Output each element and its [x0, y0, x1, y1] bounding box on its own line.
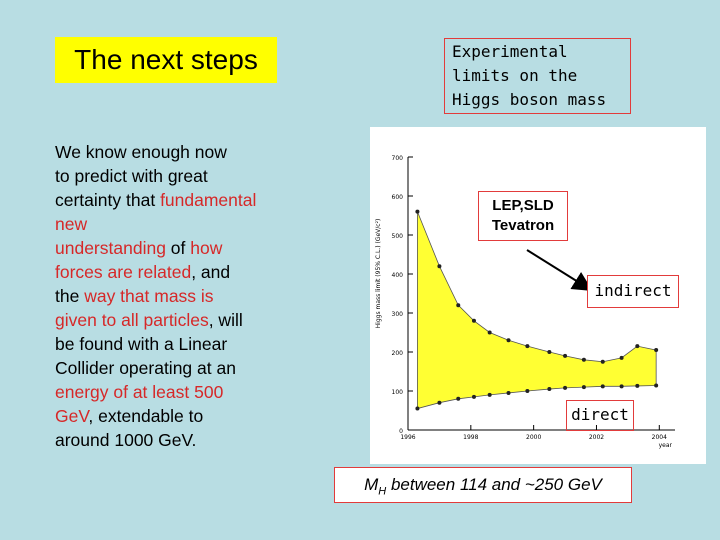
body-text-segment: We know enough now: [55, 142, 227, 162]
highlight-text: fundamental: [160, 190, 257, 210]
indirect-point: [600, 359, 605, 364]
body-paragraph: We know enough now to predict with great c…: [55, 140, 290, 452]
caption-line: Experimental: [452, 42, 568, 61]
highlight-text: given to all particles: [55, 310, 209, 330]
experimental-limits-caption: Experimental limits on the Higgs boson m…: [444, 38, 631, 114]
body-text-segment: certainty that: [55, 190, 161, 210]
direct-label: direct: [566, 400, 634, 431]
y-tick-label: 700: [392, 155, 404, 162]
direct-point: [487, 392, 492, 397]
direct-point: [471, 394, 476, 399]
indirect-point: [487, 330, 492, 335]
indirect-point: [547, 350, 552, 354]
direct-point: [415, 406, 420, 411]
y-tick-label: 400: [392, 272, 404, 279]
body-text-segment: around 1000 GeV.: [55, 430, 197, 450]
x-axis-label: year: [659, 442, 673, 449]
body-line: around 1000 GeV.: [55, 428, 290, 452]
x-tick-label: 1996: [400, 434, 415, 441]
body-text-segment: Collider operating at an: [55, 358, 236, 378]
mh-suffix: between 114 and ~250 GeV: [386, 475, 602, 494]
body-text-segment: , will: [208, 310, 243, 330]
indirect-point: [581, 357, 586, 362]
body-line: certainty that fundamental: [55, 188, 290, 212]
direct-point: [456, 396, 461, 401]
body-line: be found with a Linear: [55, 332, 290, 356]
body-line: new: [55, 212, 290, 236]
y-tick-label: 600: [392, 194, 404, 201]
y-tick-label: 300: [392, 311, 404, 318]
body-line: forces are related, and: [55, 260, 290, 284]
lep-label-line: Tevatron: [491, 217, 555, 234]
body-line: understanding of how: [55, 236, 290, 260]
indirect-point: [525, 344, 530, 349]
caption-line: Higgs boson mass: [452, 90, 607, 109]
indirect-point: [654, 348, 659, 353]
y-tick-label: 200: [392, 350, 404, 357]
body-line: energy of at least 500: [55, 380, 290, 404]
body-line: GeV, extendable to: [55, 404, 290, 428]
x-tick-label: 1998: [463, 434, 478, 441]
indirect-point: [456, 303, 461, 308]
direct-point: [506, 390, 511, 395]
direct-point: [437, 400, 442, 405]
body-text-segment: to predict with great: [55, 166, 208, 186]
body-text-segment: , extendable to: [88, 406, 204, 426]
direct-point: [525, 389, 530, 393]
arrow-to-indirect: [526, 249, 593, 292]
x-tick-label: 2000: [526, 434, 541, 441]
body-line: to predict with great: [55, 164, 290, 188]
caption-line: limits on the: [452, 66, 578, 85]
direct-point: [654, 383, 659, 388]
indirect-point: [563, 353, 568, 358]
highlight-text: way that mass is: [84, 286, 214, 306]
indirect-point: [471, 318, 476, 323]
mh-prefix: M: [364, 475, 379, 494]
body-text-segment: , and: [191, 262, 231, 282]
y-tick-label: 500: [392, 233, 404, 240]
direct-point: [547, 387, 552, 392]
indirect-label: indirect: [587, 275, 679, 308]
body-text-segment: of: [165, 238, 191, 258]
body-line: given to all particles, will: [55, 308, 290, 332]
body-line: Collider operating at an: [55, 356, 290, 380]
mass-range-caption: MH between 114 and ~250 GeV: [334, 467, 632, 503]
indirect-point: [635, 344, 640, 349]
direct-point: [581, 385, 586, 390]
highlight-text: forces are related: [55, 262, 192, 282]
highlight-text: GeV: [55, 406, 89, 426]
indirect-point: [619, 355, 624, 360]
direct-point: [600, 384, 605, 389]
body-text-segment: the: [55, 286, 85, 306]
slide-title: The next steps: [55, 37, 277, 83]
direct-point: [635, 383, 640, 388]
indirect-point: [415, 209, 420, 214]
direct-point: [563, 385, 568, 390]
highlight-text: energy of at least 500: [55, 382, 224, 402]
highlight-text: new: [55, 214, 88, 234]
direct-point: [619, 384, 624, 389]
y-axis-label: Higgs mass limit (95% C.L.) (GeV/c²): [375, 219, 382, 329]
lep-label-line: LEP,SLD: [492, 197, 554, 214]
plot-svg: 0 100 200 300 400 500 600 700 1996 1998 2000 2002 20…: [375, 155, 675, 449]
body-line: We know enough now: [55, 140, 290, 164]
highlight-text: how: [190, 238, 223, 258]
lep-sld-tevatron-label: LEP,SLD Tevatron: [478, 191, 568, 241]
highlight-text: understanding: [55, 238, 166, 258]
indirect-point: [437, 264, 442, 269]
indirect-point: [506, 338, 511, 343]
body-line: the way that mass is: [55, 284, 290, 308]
y-tick-label: 100: [392, 389, 404, 396]
x-tick-label: 2002: [589, 434, 604, 441]
y-tick-label: 0: [399, 428, 403, 435]
x-tick-label: 2004: [652, 434, 667, 441]
mh-subscript: H: [378, 485, 387, 498]
body-text-segment: be found with a Linear: [55, 334, 228, 354]
